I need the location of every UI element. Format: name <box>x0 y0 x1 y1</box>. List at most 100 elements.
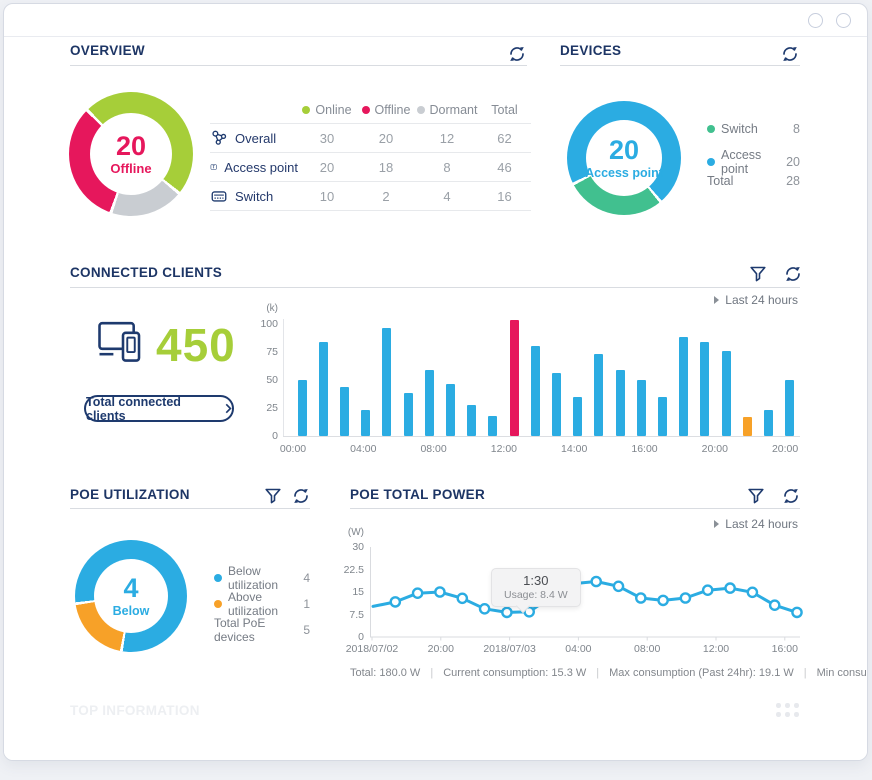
tooltip-time: 1:30 <box>523 573 549 588</box>
total-connected-clients-button[interactable]: Total connected clients <box>84 395 234 423</box>
legend-label: Total PoE devices <box>214 616 266 644</box>
above-utilization-dot <box>214 600 222 608</box>
window-control-button[interactable] <box>836 12 851 28</box>
dormant-dot <box>416 106 425 114</box>
row-label: Switch <box>235 188 274 204</box>
col-header-dormant: Dormant <box>429 103 478 117</box>
bar <box>424 369 434 436</box>
more-options-grid-icon[interactable] <box>776 703 799 717</box>
legend-item-total-poe: Total PoE devices 5 <box>214 616 310 644</box>
poe-time-range-selector[interactable]: Last 24 hours <box>714 517 798 531</box>
data-point <box>634 592 647 604</box>
ap-offline: 18 <box>378 159 394 175</box>
overview-panel-title: OVERVIEW <box>70 43 145 58</box>
devices-donut-label: Access point <box>585 165 663 180</box>
clients-time-range-selector[interactable]: Last 24 hours <box>714 293 798 307</box>
poe-x-tick-label: 08:00 <box>634 643 661 655</box>
legend-value: 5 <box>303 623 310 637</box>
bottom-fade-overlay <box>4 685 867 760</box>
clients-x-tick-label: 00:00 <box>279 443 307 455</box>
poe-y-tick-label: 22.5 <box>343 563 364 576</box>
bar <box>297 379 307 436</box>
stat-min: Min consumption (Past 24hr): 1.3 W <box>794 667 867 679</box>
clients-refresh-button[interactable] <box>783 264 803 284</box>
dashboard: OVERVIEW 20 Offline Online Offline Dorma… <box>4 37 867 760</box>
bar <box>657 396 667 436</box>
stat-total: Total: 180.0 W <box>350 667 421 679</box>
stat-max: Max consumption (Past 24hr): 19.1 W <box>586 667 794 679</box>
poe-x-tick-label: 20:00 <box>427 643 454 655</box>
poe-util-refresh-button[interactable] <box>291 486 311 506</box>
poe-x-tick-label: 2018/07/02 <box>345 643 399 655</box>
legend-value: 28 <box>786 174 800 188</box>
clients-filter-button[interactable] <box>748 264 768 284</box>
donut-hole <box>586 120 662 196</box>
table-row-switch[interactable]: Switch 10 2 4 16 <box>210 182 531 211</box>
poe-total-power-panel-title: POE TOTAL POWER <box>350 487 486 502</box>
bar <box>339 386 349 436</box>
bar <box>679 337 689 436</box>
poe-y-tick-label: 15 <box>352 586 364 598</box>
legend-item-above-utilization: Above utilization 1 <box>214 590 310 618</box>
overall-offline: 20 <box>378 130 394 146</box>
stat-current: Current consumption: 15.3 W <box>420 667 586 679</box>
ap-dormant: 8 <box>443 159 451 175</box>
poe-power-filter-button[interactable] <box>746 486 766 506</box>
data-point <box>724 582 736 594</box>
donut-hole <box>94 559 168 633</box>
access-point-icon <box>210 164 217 170</box>
poe-power-refresh-button[interactable] <box>781 486 801 506</box>
bar <box>530 346 540 436</box>
overall-icon <box>212 130 227 145</box>
legend-label: Below utilization <box>228 564 279 592</box>
bar <box>573 396 583 436</box>
switch-dormant: 4 <box>443 188 451 204</box>
clients-x-tick-label: 20:00 <box>701 443 728 455</box>
data-point <box>679 592 692 604</box>
poe-donut-label: Below <box>112 603 150 618</box>
data-point <box>523 606 535 618</box>
overall-dormant: 12 <box>439 130 455 146</box>
divider <box>70 508 310 509</box>
data-point <box>389 596 402 608</box>
legend-value: 4 <box>303 571 310 585</box>
poe-stats-bar: Total: 180.0 WCurrent consumption: 15.3 … <box>350 667 867 679</box>
overview-refresh-button[interactable] <box>507 44 527 64</box>
chart-tooltip: 1:30 Usage: 8.4 W <box>491 568 581 607</box>
clients-x-tick-label: 04:00 <box>350 443 377 455</box>
table-row-access-point[interactable]: Access point 20 18 8 46 <box>210 153 531 182</box>
legend-value: 1 <box>303 597 310 611</box>
clients-x-tick-label: 20:00 <box>771 443 799 455</box>
legend-item-below-utilization: Below utilization 4 <box>214 564 310 592</box>
offline-dot <box>361 106 370 114</box>
row-label: Overall <box>235 130 277 146</box>
bar <box>615 369 625 436</box>
divider <box>560 65 800 66</box>
switch-online: 10 <box>319 188 335 204</box>
row-label: Access point <box>224 159 298 175</box>
switch-offline: 2 <box>382 188 390 204</box>
legend-label: Above utilization <box>228 590 279 618</box>
range-label: Last 24 hours <box>725 517 798 531</box>
poe-y-tick-label: 0 <box>358 631 364 643</box>
connected-clients-panel-title: CONNECTED CLIENTS <box>70 265 223 280</box>
data-point <box>701 584 714 597</box>
bar <box>318 341 328 436</box>
poe-y-axis-unit: (W) <box>347 527 364 538</box>
data-point <box>746 586 759 599</box>
poe-util-filter-button[interactable] <box>263 486 283 506</box>
legend-item-total: Total 28 <box>707 174 800 188</box>
poe-line-svg <box>370 547 803 641</box>
col-header-total: Total <box>491 103 518 117</box>
clients-y-tick-label: 100 <box>260 317 278 330</box>
overview-status-table: Online Offline Dormant Total Overall 30 … <box>210 97 531 211</box>
poe-donut-value: 4 <box>123 573 139 604</box>
window-control-button[interactable] <box>808 12 823 28</box>
overview-donut-chart: 20 Offline <box>69 92 193 216</box>
bar <box>488 415 498 436</box>
data-point <box>768 599 781 612</box>
table-row-overall[interactable]: Overall 30 20 12 62 <box>210 124 531 153</box>
devices-refresh-button[interactable] <box>780 44 800 64</box>
poe-y-tick-label: 7.5 <box>349 608 364 621</box>
devices-donut-value: 20 <box>608 135 640 166</box>
